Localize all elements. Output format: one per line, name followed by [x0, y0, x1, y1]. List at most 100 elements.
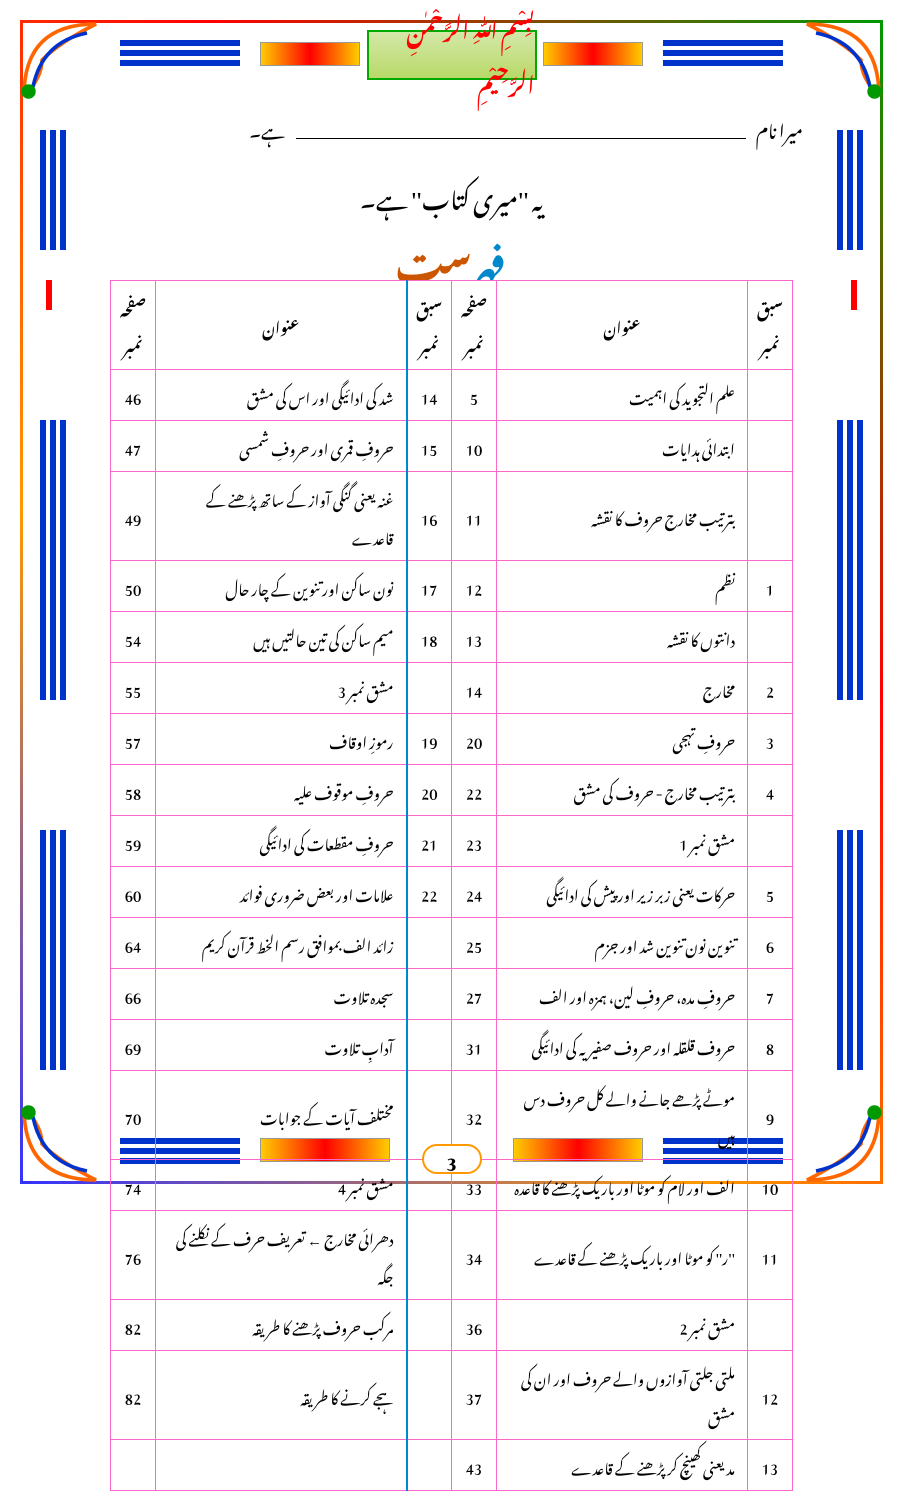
cell-page: 14: [452, 663, 497, 714]
table-row: 6 تنوین نون تنوین شد اور جزم 25 زائد الف…: [111, 918, 793, 969]
gradient-bar-top-right: [543, 42, 643, 66]
cell-title: تنوین نون تنوین شد اور جزم: [497, 918, 748, 969]
cell-title: [156, 1440, 407, 1491]
table-row: 3 حروفِ تہجی 20 19 رموزِ اوقاف 57: [111, 714, 793, 765]
cell-lesson: [748, 370, 793, 421]
cell-lesson: [407, 1351, 452, 1440]
cell-title: دھرائی مخارج ← تعریف حرف کے نکلنے کی جگہ: [156, 1211, 407, 1300]
cell-title: حروفِ قمری اور حروفِ شمسی: [156, 421, 407, 472]
cell-page: 66: [111, 969, 156, 1020]
cell-lesson: [407, 969, 452, 1020]
th-lesson-right: سبق نمبر: [748, 281, 793, 370]
table-container: سبق نمبر عنوان صفحہ نمبر سبق نمبر عنوان …: [110, 280, 793, 1124]
cell-lesson: [748, 816, 793, 867]
cell-title: ہجے کرنے کا طریقہ: [156, 1351, 407, 1440]
cell-title: مختلف آیات کے جوابات: [156, 1071, 407, 1160]
cell-page: 74: [111, 1160, 156, 1211]
bismillah-text: بِسْمِ اللّٰہِ الرَّحْمٰنِ الرَّحِیْمِ: [369, 0, 535, 110]
contents-table: سبق نمبر عنوان صفحہ نمبر سبق نمبر عنوان …: [110, 280, 793, 1491]
gradient-bar-top-left: [260, 42, 360, 66]
cell-lesson: [748, 472, 793, 561]
cell-page: 43: [452, 1440, 497, 1491]
table-row: 1 نظم 12 17 نون ساکن اور تنوین کے چار حا…: [111, 561, 793, 612]
cell-title: حرکات یعنی زبر زیر اور پیش کی ادائیگی: [497, 867, 748, 918]
table-row: مشق نمبر 1 23 21 حروفِ مقطعات کی ادائیگی…: [111, 816, 793, 867]
cell-lesson: [407, 1211, 452, 1300]
table-row: دانتوں کا نقشہ 13 18 میم ساکن کی تین حال…: [111, 612, 793, 663]
cell-lesson: 18: [407, 612, 452, 663]
cell-lesson: 22: [407, 867, 452, 918]
cell-title: موٹے پڑھے جانے والے کل حروف دس ہیں: [497, 1071, 748, 1160]
cell-page: 13: [452, 612, 497, 663]
cell-lesson: 12: [748, 1351, 793, 1440]
table-row: 11 ''ر'' کو موٹا اور باریک پڑھنے کے قاعد…: [111, 1211, 793, 1300]
cell-title: سجدہ تلاوت: [156, 969, 407, 1020]
cell-page: 24: [452, 867, 497, 918]
cell-lesson: 19: [407, 714, 452, 765]
cell-lesson: 13: [748, 1440, 793, 1491]
bismillah-banner: بِسْمِ اللّٰہِ الرَّحْمٰنِ الرَّحِیْمِ: [367, 30, 537, 80]
cell-title: ملتی جلتی آوازوں والے حروف اور ان کی مشق: [497, 1351, 748, 1440]
cell-title: رموزِ اوقاف: [156, 714, 407, 765]
cell-title: حروفِ مقطعات کی ادائیگی: [156, 816, 407, 867]
cell-title: مد یعنی کھینچ کر پڑھنے کے قاعدے: [497, 1440, 748, 1491]
table-row: بترتیب مخارج حروف کا نقشہ 11 16 غنہ یعنی…: [111, 472, 793, 561]
cell-lesson: [748, 421, 793, 472]
name-blank-line: [296, 138, 746, 139]
cell-title: دانتوں کا نقشہ: [497, 612, 748, 663]
stripes-top-left: [120, 40, 240, 66]
cell-page: 60: [111, 867, 156, 918]
cell-title: مشق نمبر 2: [497, 1300, 748, 1351]
table-row: ابتدائی ہدایات 10 15 حروفِ قمری اور حروف…: [111, 421, 793, 472]
cell-page: 22: [452, 765, 497, 816]
cell-title: نظم: [497, 561, 748, 612]
corner-decoration-bl: [15, 1099, 105, 1189]
cell-lesson: 2: [748, 663, 793, 714]
cell-title: حروفِ موقوف علیہ: [156, 765, 407, 816]
cell-page: 57: [111, 714, 156, 765]
stripes-right-bot: [837, 830, 863, 1070]
cell-page: 36: [452, 1300, 497, 1351]
cell-page: [111, 1440, 156, 1491]
name-line: میرا نام ہے۔: [130, 105, 803, 150]
cell-title: شد کی ادائیگی اور اس کی مشق: [156, 370, 407, 421]
cell-lesson: 8: [748, 1020, 793, 1071]
cell-title: بترتیب مخارج حروف کا نقشہ: [497, 472, 748, 561]
cell-page: 82: [111, 1351, 156, 1440]
stripes-left-bot: [40, 830, 66, 1070]
cell-lesson: 7: [748, 969, 793, 1020]
name-label-left: ہے۔: [249, 105, 285, 150]
cell-page: 10: [452, 421, 497, 472]
cell-page: 76: [111, 1211, 156, 1300]
cell-page: 12: [452, 561, 497, 612]
th-title-right: عنوان: [497, 281, 748, 370]
cell-title: علم التجوید کی اہمیت: [497, 370, 748, 421]
cell-title: مرکب حروف پڑھنے کا طریقہ: [156, 1300, 407, 1351]
cell-page: 37: [452, 1351, 497, 1440]
cell-title: زائد الف بموافق رسم الخط قرآن کریم: [156, 918, 407, 969]
cell-page: 50: [111, 561, 156, 612]
page-number: 3: [422, 1144, 482, 1174]
cell-lesson: 14: [407, 370, 452, 421]
cell-lesson: 6: [748, 918, 793, 969]
table-row: 5 حرکات یعنی زبر زیر اور پیش کی ادائیگی …: [111, 867, 793, 918]
cell-lesson: 4: [748, 765, 793, 816]
stripes-left-mid: [40, 420, 66, 700]
cell-title: مشق نمبر 4: [156, 1160, 407, 1211]
cell-title: نون ساکن اور تنوین کے چار حال: [156, 561, 407, 612]
cell-lesson: 3: [748, 714, 793, 765]
th-lesson-left: سبق نمبر: [407, 281, 452, 370]
table-row: 2 مخارج 14 مشق نمبر 3 55: [111, 663, 793, 714]
cell-page: 47: [111, 421, 156, 472]
cell-lesson: 5: [748, 867, 793, 918]
cell-page: 5: [452, 370, 497, 421]
cell-lesson: 10: [748, 1160, 793, 1211]
cell-title: میم ساکن کی تین حالتیں ہیں: [156, 612, 407, 663]
cell-lesson: [407, 663, 452, 714]
stripes-top-right: [663, 40, 783, 66]
cell-lesson: 17: [407, 561, 452, 612]
cell-page: 31: [452, 1020, 497, 1071]
table-row: علم التجوید کی اہمیت 5 14 شد کی ادائیگی …: [111, 370, 793, 421]
cell-page: 49: [111, 472, 156, 561]
corner-decoration-br: [798, 1099, 888, 1189]
